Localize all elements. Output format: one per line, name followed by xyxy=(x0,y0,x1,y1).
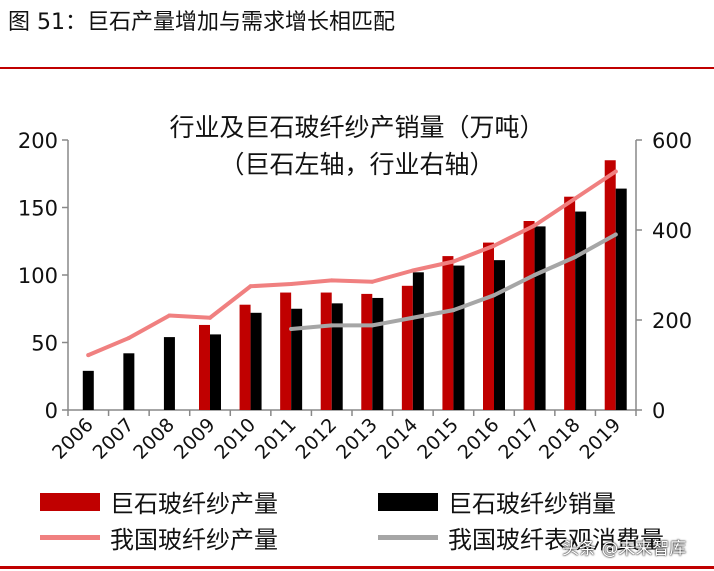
point-china-consumption-2017 xyxy=(532,273,537,277)
x-tick-label: 2014 xyxy=(373,414,423,464)
point-china-consumption-2014 xyxy=(410,315,415,320)
bar-jushi-sales-2010 xyxy=(250,312,262,410)
bar-jushi-output-2015 xyxy=(442,256,454,410)
point-china-consumption-2013 xyxy=(370,323,375,328)
point-china-output-2012 xyxy=(329,278,334,283)
point-china-output-2011 xyxy=(289,282,294,286)
right-y-tick-label: 200 xyxy=(652,309,692,333)
bar-jushi-sales-2013 xyxy=(372,297,384,410)
figure-caption: 图 51：巨石产量增加与需求增长相匹配 xyxy=(8,10,395,35)
legend-item-china-consumption: 我国玻纤表观消费量 xyxy=(378,520,664,555)
bar-jushi-sales-2016 xyxy=(494,260,505,410)
legend-label-jushi-output: 巨石玻纤纱产量 xyxy=(110,490,278,518)
legend-swatch-jushi-output xyxy=(40,492,100,511)
bar-jushi-output-2019 xyxy=(604,160,616,410)
x-tick-label: 2013 xyxy=(332,414,382,464)
point-china-output-2006 xyxy=(86,353,91,358)
legend-swatch-jushi-sales xyxy=(378,492,438,511)
left-y-tick-label: 150 xyxy=(18,197,58,221)
point-china-consumption-2016 xyxy=(492,293,496,298)
point-china-output-2018 xyxy=(573,196,578,201)
legend-item-jushi-sales: 巨石玻纤纱销量 xyxy=(378,484,616,519)
bottom-divider xyxy=(0,566,714,569)
legend-item-jushi-output: 巨石玻纤纱产量 xyxy=(40,484,278,519)
bar-jushi-output-2009 xyxy=(199,324,210,410)
point-china-consumption-2019 xyxy=(613,232,618,237)
bar-jushi-sales-2008 xyxy=(163,337,175,410)
chart-subtitle: （巨石左轴，行业右轴） xyxy=(219,150,495,179)
bar-jushi-sales-2007 xyxy=(123,353,135,410)
x-tick-label: 2011 xyxy=(251,414,301,464)
point-china-output-2019 xyxy=(613,169,618,174)
bar-jushi-sales-2009 xyxy=(210,334,221,410)
chart-title: 行业及巨石玻纤纱产销量（万吨） xyxy=(169,113,545,142)
bar-jushi-output-2010 xyxy=(239,304,251,410)
point-china-output-2014 xyxy=(410,268,415,273)
x-tick-label: 2010 xyxy=(210,414,260,464)
bar-jushi-output-2011 xyxy=(280,292,292,410)
point-china-output-2013 xyxy=(370,279,375,284)
left-y-tick-label: 50 xyxy=(31,332,58,356)
top-divider xyxy=(0,67,714,69)
point-china-output-2009 xyxy=(208,315,212,320)
bar-jushi-sales-2017 xyxy=(534,226,546,410)
legend-label-china-consumption: 我国玻纤表观消费量 xyxy=(448,526,664,554)
right-y-tick-label: 600 xyxy=(652,129,692,153)
left-y-tick-label: 100 xyxy=(18,264,58,288)
point-china-output-2008 xyxy=(167,313,172,318)
legend-swatch-china-consumption xyxy=(378,535,438,540)
left-y-tick-label: 200 xyxy=(18,129,58,153)
bar-jushi-output-2014 xyxy=(401,285,413,410)
left-y-tick-label: 0 xyxy=(45,399,58,423)
x-tick-label: 2018 xyxy=(535,414,585,464)
legend-label-jushi-sales: 巨石玻纤纱销量 xyxy=(448,490,616,518)
bar-jushi-sales-2012 xyxy=(331,303,343,410)
point-china-output-2016 xyxy=(492,243,496,248)
bar-jushi-sales-2006 xyxy=(82,370,94,410)
bar-jushi-sales-2019 xyxy=(615,188,627,410)
x-tick-label: 2012 xyxy=(291,414,341,464)
right-y-tick-label: 0 xyxy=(652,399,665,423)
bar-jushi-sales-2015 xyxy=(453,265,465,410)
bar-jushi-sales-2011 xyxy=(291,308,303,410)
x-tick-label: 2019 xyxy=(575,414,625,464)
x-tick-label: 2017 xyxy=(494,414,544,464)
legend-swatch-china-output xyxy=(40,535,100,540)
bar-jushi-sales-2014 xyxy=(412,272,424,410)
x-tick-label: 2007 xyxy=(89,414,139,464)
point-china-consumption-2018 xyxy=(573,255,578,259)
bar-jushi-output-2017 xyxy=(523,221,535,410)
point-china-consumption-2012 xyxy=(329,323,334,328)
bar-jushi-output-2016 xyxy=(483,242,494,410)
point-china-output-2017 xyxy=(532,223,537,228)
point-china-output-2010 xyxy=(248,284,253,289)
point-china-consumption-2015 xyxy=(451,308,456,313)
x-tick-label: 2009 xyxy=(170,414,220,464)
bar-jushi-sales-2018 xyxy=(575,211,587,410)
x-tick-label: 2008 xyxy=(129,414,179,464)
line-china-output xyxy=(86,169,618,358)
x-tick-label: 2016 xyxy=(454,414,504,464)
right-y-tick-label: 400 xyxy=(652,219,692,243)
combo-chart: 0501001502000200400600200620072008200920… xyxy=(18,129,692,464)
x-tick-label: 2015 xyxy=(413,414,463,464)
legend-label-china-output: 我国玻纤纱产量 xyxy=(110,526,278,554)
chart-legend: 巨石玻纤纱产量 巨石玻纤纱销量 我国玻纤纱产量 我国玻纤表观消费量 xyxy=(0,476,714,556)
bar-jushi-output-2013 xyxy=(361,293,373,410)
point-china-output-2007 xyxy=(126,336,131,340)
bar-jushi-output-2018 xyxy=(564,196,576,410)
legend-item-china-output: 我国玻纤纱产量 xyxy=(40,520,278,555)
bar-jushi-output-2012 xyxy=(320,292,332,410)
point-china-output-2015 xyxy=(451,259,456,264)
watermark: 头条 @未来智库 xyxy=(562,539,687,559)
point-china-consumption-2011 xyxy=(289,327,294,331)
